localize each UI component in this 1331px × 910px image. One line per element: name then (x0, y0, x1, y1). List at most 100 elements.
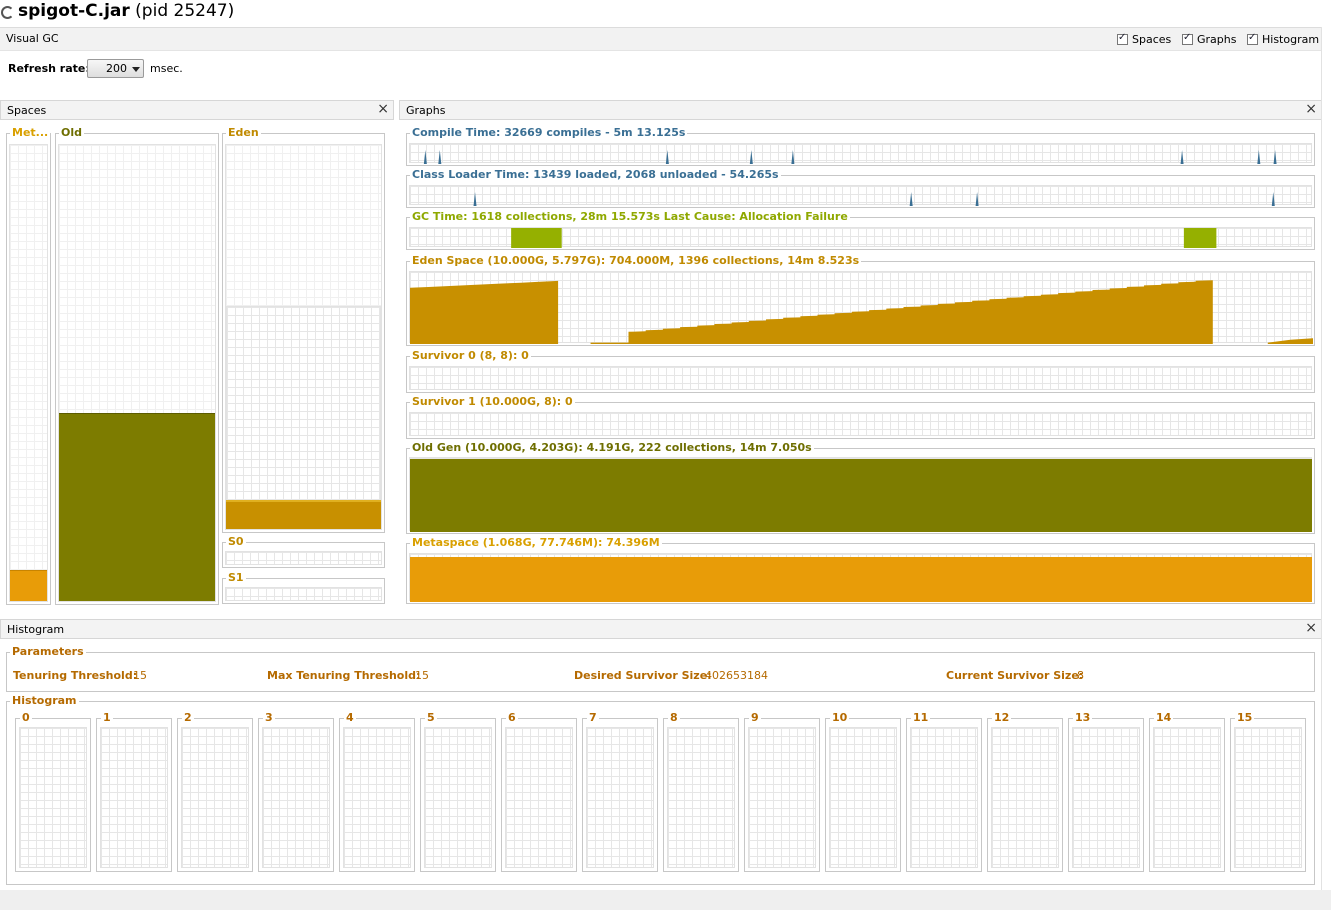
checkbox-check-icon[interactable] (1182, 32, 1193, 45)
graph-eden-space: Eden Space (10.000G, 5.797G): 704.000M, … (406, 254, 1315, 346)
space-s1-label: S1 (226, 571, 246, 585)
histogram-bucket-grid (829, 727, 897, 868)
space-eden-grid (225, 144, 382, 530)
histogram-bucket: 7 (582, 711, 658, 872)
histogram-bucket-label: 11 (911, 711, 931, 725)
space-s1-grid (225, 587, 382, 601)
graph-class-loader-plot (473, 192, 1275, 206)
histogram-bucket-label: 1 (101, 711, 113, 725)
graph-gc-time: GC Time: 1618 collections, 28m 15.573s L… (406, 210, 1315, 250)
chevron-down-icon (132, 67, 140, 72)
status-footer (0, 890, 1331, 910)
histogram-bucket-grid (181, 727, 249, 868)
spaces-checkbox[interactable]: Spaces (1117, 31, 1171, 47)
histogram-bucket-grid (586, 727, 654, 868)
space-s1: S1 (222, 571, 385, 604)
graph-survivor-0-grid (409, 366, 1312, 390)
space-s0-grid (225, 551, 382, 565)
max-tenuring-threshold-value: 15 (415, 669, 429, 682)
graphs-checkbox-label: Graphs (1197, 32, 1237, 46)
graph-eden-space-grid (409, 271, 1313, 344)
histogram-bucket-grid (667, 727, 735, 868)
histogram-bucket-label: 12 (992, 711, 1012, 725)
current-survivor-size-value: 8 (1077, 669, 1084, 682)
histogram-bucket-label: 14 (1154, 711, 1174, 725)
space-metaspace-grid (9, 144, 48, 602)
space-metaspace: Met... (6, 126, 51, 605)
graph-spike (909, 192, 913, 206)
histogram-bucket-label: 4 (344, 711, 356, 725)
histogram-bucket-grid (1153, 727, 1221, 868)
histogram-bucket: 10 (825, 711, 901, 872)
histogram-buckets-box: Histogram 0 1 2 3 4 5 6 7 8 9 10 11 12 13 14 15 (6, 694, 1315, 885)
checkbox-check-icon[interactable] (1247, 32, 1258, 45)
tenuring-threshold-label: Tenuring Threshold: (13, 669, 138, 682)
window-title: spigot-C.jar (pid 25247) (18, 1, 235, 21)
graphs-panel-header: Graphs × (399, 100, 1322, 120)
histogram-bucket: 11 (906, 711, 982, 872)
histogram-bucket: 4 (339, 711, 415, 872)
space-eden-committed (226, 306, 381, 529)
graph-spike (1257, 150, 1261, 164)
space-old-used (59, 413, 215, 601)
histogram-bucket-grid (343, 727, 411, 868)
histogram-bucket: 8 (663, 711, 739, 872)
space-s0: S0 (222, 535, 385, 568)
graph-metaspace-label: Metaspace (1.068G, 77.746M): 74.396M (410, 536, 662, 550)
histogram-bucket-label: 15 (1235, 711, 1255, 725)
histogram-panel-title: Histogram (7, 623, 65, 636)
histogram-buckets-label: Histogram (10, 694, 79, 708)
histogram-bucket-label: 0 (20, 711, 32, 725)
close-icon[interactable]: × (1305, 101, 1317, 117)
spaces-panel-title: Spaces (7, 104, 47, 117)
vertical-scrollbar[interactable] (1321, 27, 1331, 890)
gc-burst (1183, 228, 1217, 248)
histogram-bucket-label: 10 (830, 711, 850, 725)
graph-gc-time-label: GC Time: 1618 collections, 28m 15.573s L… (410, 210, 850, 224)
space-eden-label: Eden (226, 126, 261, 140)
histogram-bucket-label: 5 (425, 711, 437, 725)
graph-gc-time-plot (511, 228, 1217, 248)
refresh-rate-unit: msec. (150, 62, 183, 75)
graph-spike (438, 150, 442, 164)
histogram-panel-header: Histogram × (0, 619, 1322, 639)
space-metaspace-label: Met... (10, 126, 51, 140)
graph-compile-time-label: Compile Time: 32669 compiles - 5m 13.125… (410, 126, 688, 140)
graph-spike (1271, 192, 1275, 206)
histogram-checkbox[interactable]: Histogram (1247, 31, 1319, 47)
parameters-label: Parameters (10, 645, 86, 659)
eden-usage-area (410, 277, 1313, 344)
graph-survivor-1: Survivor 1 (10.000G, 8): 0 (406, 395, 1315, 439)
histogram-bucket: 12 (987, 711, 1063, 872)
tab-visual-gc[interactable]: Visual GC (6, 32, 59, 45)
histogram-checkbox-label: Histogram (1262, 32, 1320, 46)
space-metaspace-used (10, 570, 47, 601)
refresh-rate-value: 200 (106, 62, 127, 75)
graph-gc-time-grid (409, 227, 1312, 248)
graph-metaspace: Metaspace (1.068G, 77.746M): 74.396M (406, 536, 1315, 604)
histogram-bucket-grid (505, 727, 573, 868)
space-old-grid (58, 144, 216, 602)
histogram-parameters: Parameters Tenuring Threshold: 15 Max Te… (6, 645, 1315, 692)
histogram-bucket: 3 (258, 711, 334, 872)
graph-compile-time: Compile Time: 32669 compiles - 5m 13.125… (406, 126, 1315, 166)
checkbox-check-icon[interactable] (1117, 32, 1128, 45)
histogram-bucket-label: 7 (587, 711, 599, 725)
graph-class-loader-grid (409, 185, 1312, 206)
graph-compile-time-grid (409, 143, 1312, 164)
graph-survivor-1-label: Survivor 1 (10.000G, 8): 0 (410, 395, 575, 409)
refresh-rate-select[interactable]: 200 (87, 59, 144, 78)
graph-spike (791, 150, 795, 164)
graph-eden-space-label: Eden Space (10.000G, 5.797G): 704.000M, … (410, 254, 862, 268)
graph-metaspace-grid (409, 553, 1312, 602)
histogram-bucket: 6 (501, 711, 577, 872)
graph-old-gen-grid (409, 457, 1312, 532)
desired-survivor-size-label: Desired Survivor Size: (574, 669, 712, 682)
histogram-bucket-label: 13 (1073, 711, 1093, 725)
graphs-checkbox[interactable]: Graphs (1182, 31, 1236, 47)
close-icon[interactable]: × (1305, 620, 1317, 636)
spaces-checkbox-label: Spaces (1132, 32, 1172, 46)
visual-gc-tab-strip: Visual GC Spaces Graphs Histogram (0, 27, 1321, 51)
close-icon[interactable]: × (377, 101, 389, 117)
graph-survivor-0: Survivor 0 (8, 8): 0 (406, 349, 1315, 393)
